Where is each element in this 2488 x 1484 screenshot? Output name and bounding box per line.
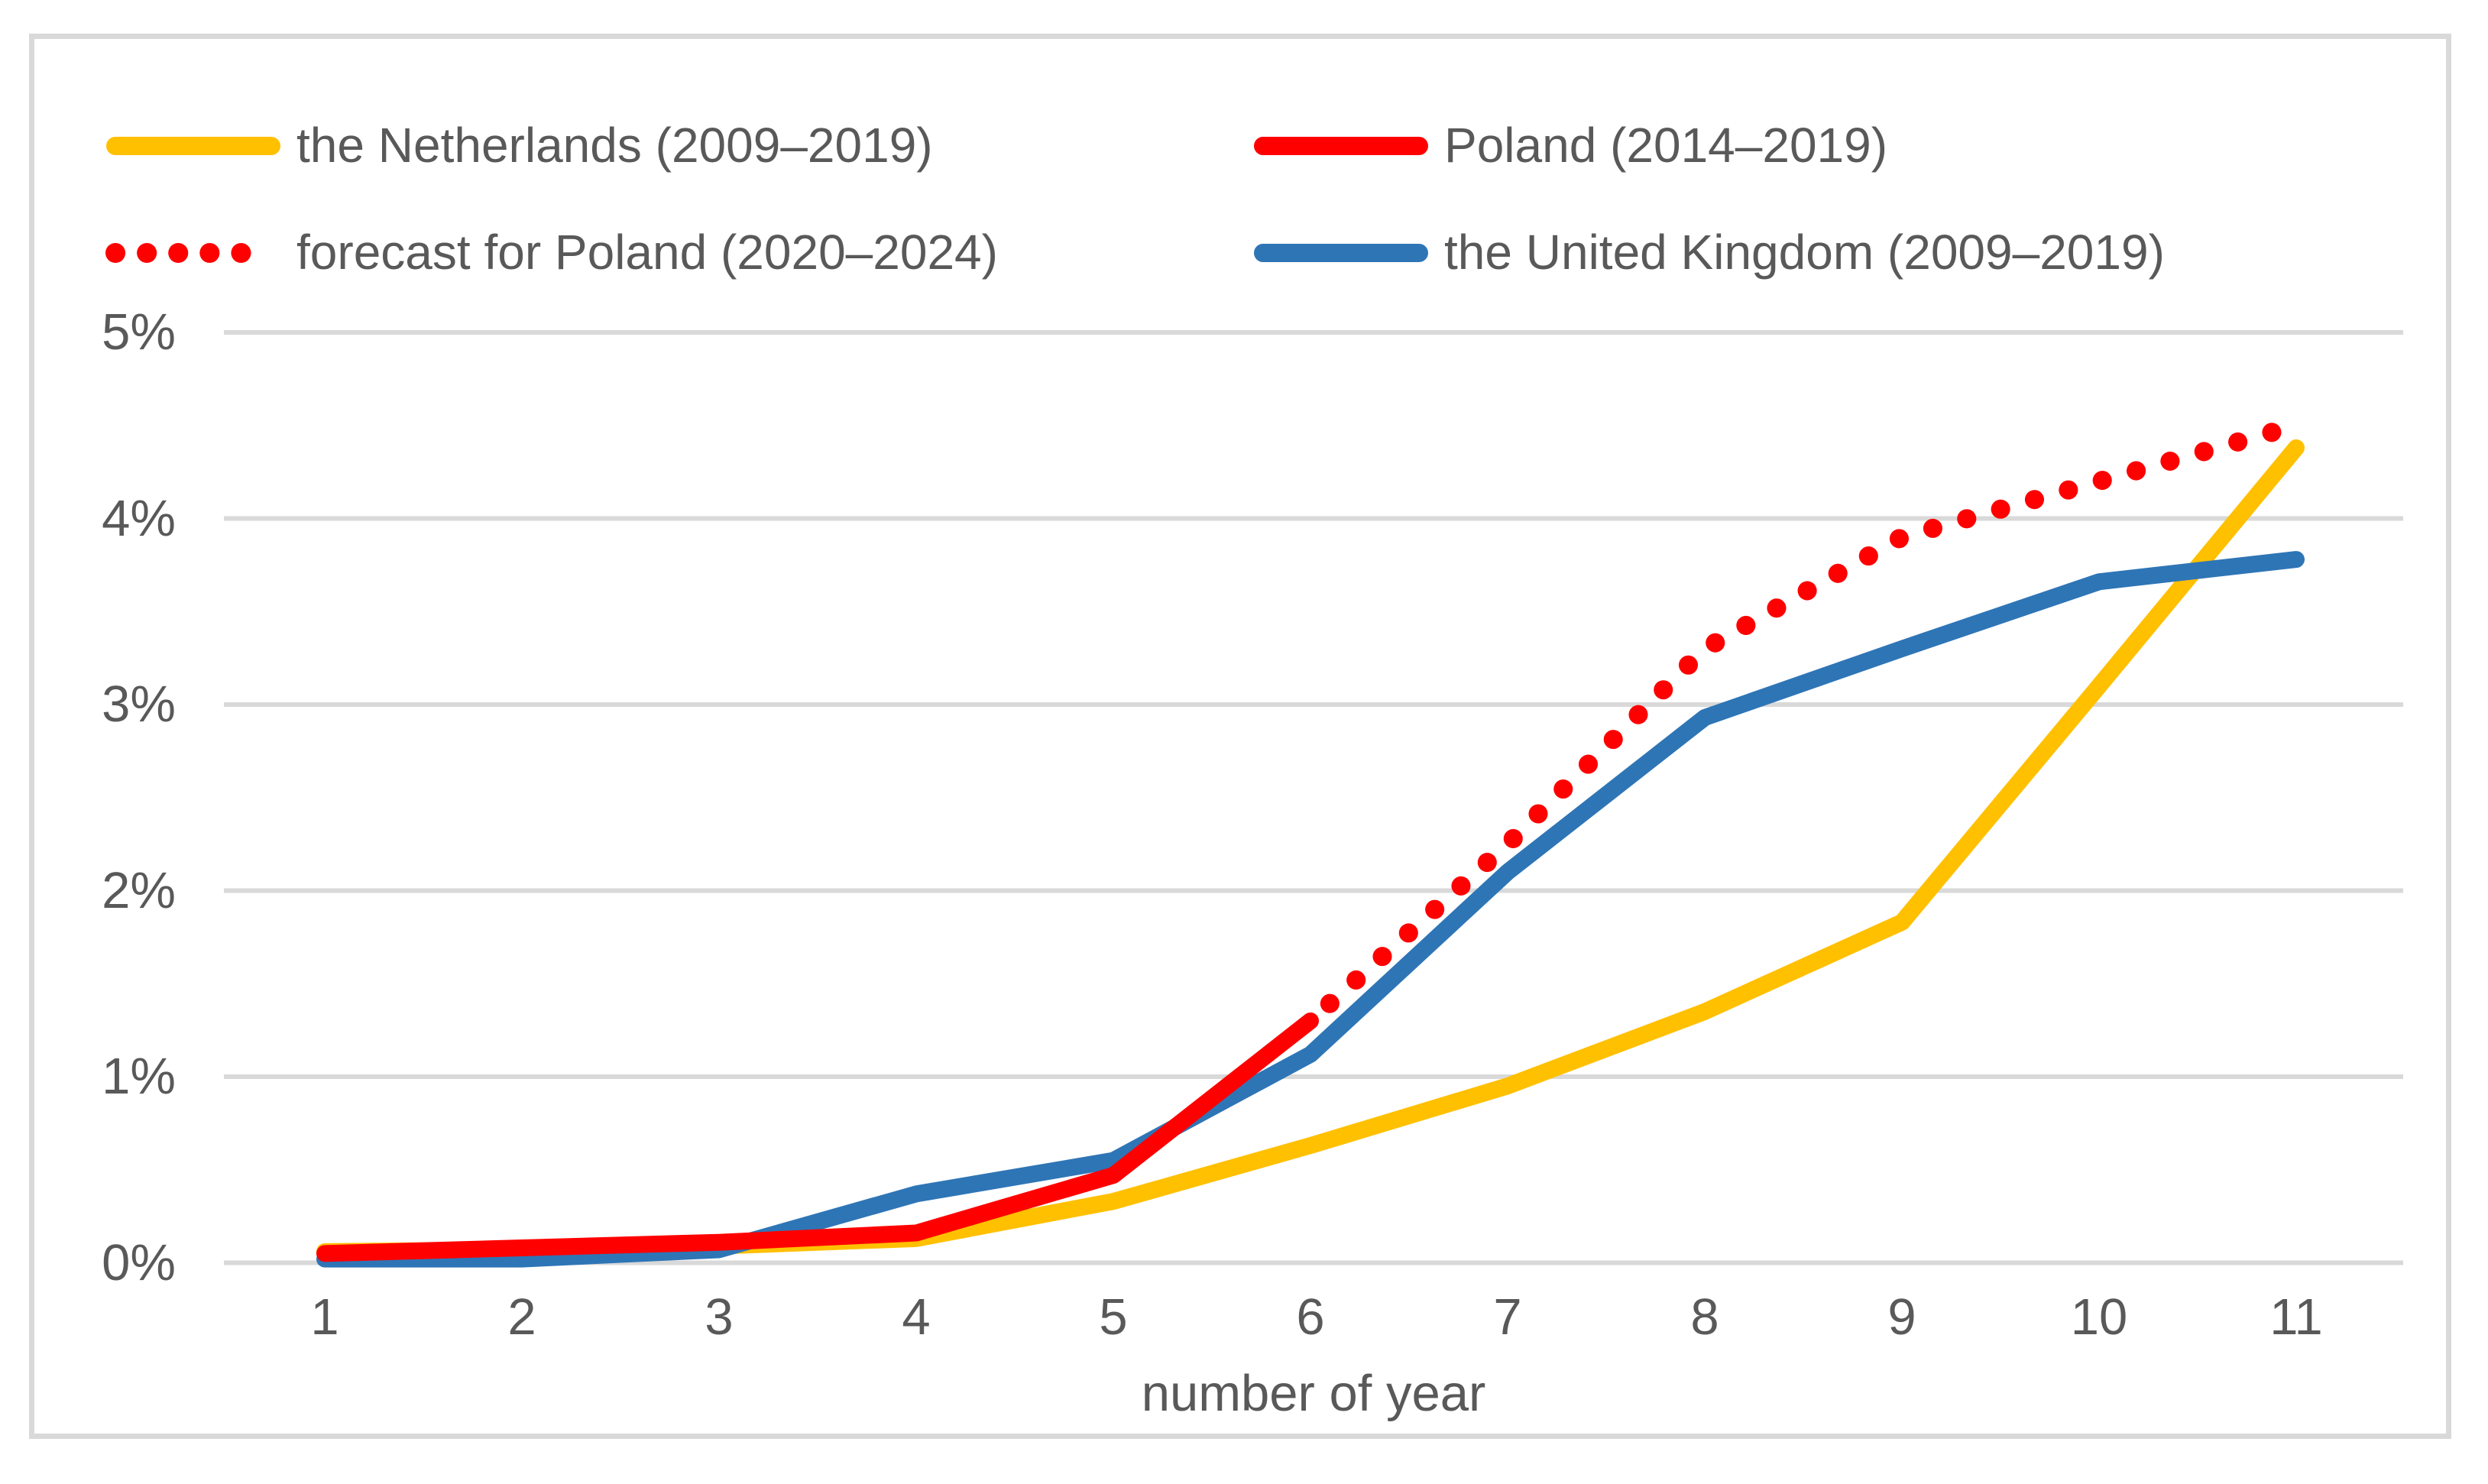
legend-swatch-united-kingdom (1254, 244, 1428, 262)
series-line-2 (316, 1012, 1319, 1262)
x-tick-label-6: 6 (1296, 1288, 1325, 1346)
y-tick-label-0pct: 0% (102, 1233, 176, 1291)
x-tick-label-2: 2 (507, 1288, 536, 1346)
legend-label-netherlands: the Netherlands (2009–2019) (296, 118, 933, 173)
x-tick-label-10: 10 (2070, 1288, 2128, 1346)
legend-swatch-netherlands (106, 137, 280, 155)
legend-label-forecast-poland: forecast for Poland (2020–2024) (296, 225, 998, 280)
x-tick-label-4: 4 (902, 1288, 931, 1346)
series-line-3 (1301, 416, 2306, 1031)
x-tick-label-7: 7 (1493, 1288, 1522, 1346)
x-tick-label-3: 3 (705, 1288, 734, 1346)
x-tick-label-9: 9 (1887, 1288, 1916, 1346)
legend-label-united-kingdom: the United Kingdom (2009–2019) (1444, 225, 2165, 280)
x-tick-label-8: 8 (1690, 1288, 1719, 1346)
y-tick-label-4pct: 4% (102, 489, 176, 547)
y-tick-label-3pct: 3% (102, 676, 176, 733)
y-tick-label-5pct: 5% (102, 303, 176, 361)
legend-swatch-forecast-poland (105, 243, 281, 263)
x-axis-title: number of year (1141, 1365, 1486, 1422)
x-tick-label-1: 1 (310, 1288, 339, 1346)
legend-swatch-poland (1254, 137, 1428, 155)
legend-label-poland: Poland (2014–2019) (1444, 118, 1888, 173)
x-tick-label-11: 11 (2269, 1288, 2323, 1346)
y-tick-label-1pct: 1% (102, 1048, 176, 1105)
series-line-1 (316, 551, 2305, 1268)
x-tick-label-5: 5 (1099, 1288, 1128, 1346)
y-tick-label-2pct: 2% (102, 861, 176, 919)
series-line-0 (316, 439, 2305, 1260)
